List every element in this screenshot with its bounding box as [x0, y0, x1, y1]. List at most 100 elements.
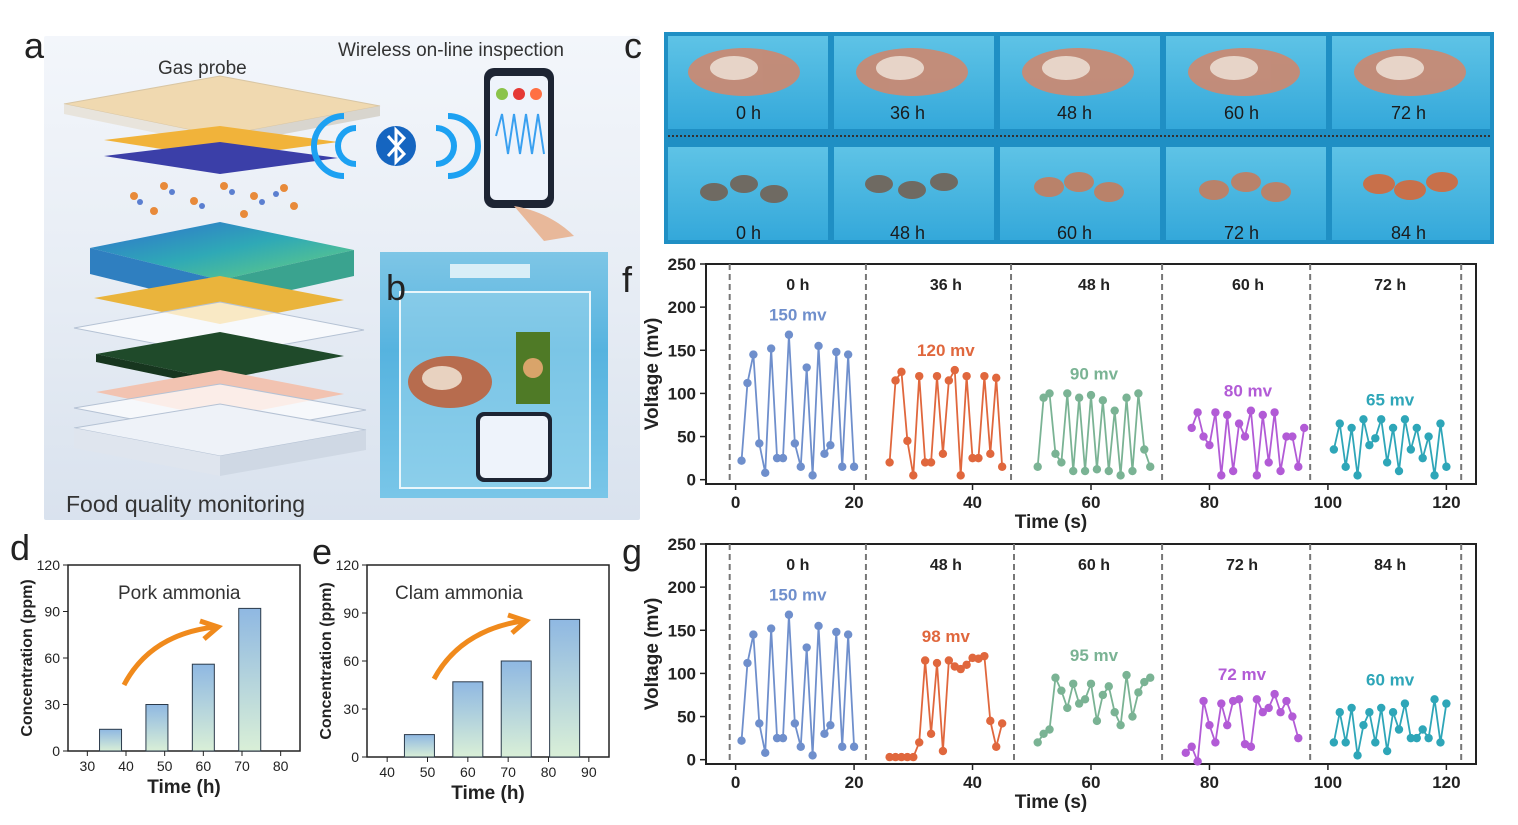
data-point: [1371, 738, 1380, 747]
data-point: [766, 344, 776, 353]
series-line: [1190, 409, 1306, 476]
data-point: [974, 453, 983, 463]
data-point: [1140, 445, 1149, 454]
clam-photo-60h: [1000, 147, 1160, 240]
y-tick-label: 60: [44, 650, 60, 666]
y-tick-label: 120: [336, 557, 360, 573]
data-point: [956, 471, 965, 480]
bar: [500, 660, 532, 758]
trend-arrow-head: [507, 612, 531, 635]
panel-letter-f: f: [622, 259, 633, 300]
data-point: [1223, 720, 1232, 730]
data-point: [980, 651, 989, 661]
wireless-inspection-label: Wireless on-line inspection: [338, 40, 564, 61]
food-quality-label: Food quality monitoring: [66, 491, 306, 517]
gas-probe-label: Gas probe: [158, 58, 247, 79]
data-point: [772, 733, 782, 743]
panel-letter-d: d: [10, 527, 31, 568]
data-point: [885, 458, 894, 467]
data-point: [1347, 703, 1356, 713]
x-tick-label: 70: [500, 764, 516, 780]
x-tick-label: 60: [1082, 773, 1101, 792]
data-point: [820, 449, 829, 459]
clam-label-4: 84 h: [1391, 223, 1427, 243]
section-label: 84 h: [1374, 557, 1406, 574]
data-point: [1051, 673, 1060, 682]
section-label: 48 h: [930, 557, 962, 574]
data-point: [1424, 733, 1433, 743]
x-tick-label: 20: [845, 773, 864, 792]
y-tick-label: 0: [687, 471, 696, 490]
chart-title: Pork ammonia: [118, 583, 241, 604]
y-tick-label: 200: [668, 578, 696, 597]
data-point: [1098, 690, 1108, 700]
x-tick-label: 90: [581, 764, 597, 780]
data-point: [1140, 677, 1149, 687]
peak-label: 60 mv: [1366, 670, 1415, 689]
y-tick-label: 250: [668, 255, 696, 274]
data-point: [1057, 458, 1066, 467]
x-tick-label: 60: [196, 758, 212, 774]
data-point: [1418, 453, 1427, 463]
data-point: [743, 658, 752, 668]
data-point: [1353, 751, 1362, 760]
data-point: [1246, 742, 1256, 751]
data-point: [1353, 471, 1362, 480]
section-label: 72 h: [1226, 557, 1258, 574]
x-tick-label: 40: [963, 773, 982, 792]
data-point: [1098, 396, 1108, 405]
data-point: [968, 453, 977, 463]
bar: [99, 728, 123, 752]
data-point: [808, 751, 817, 760]
data-point: [749, 630, 758, 639]
data-point: [1258, 410, 1267, 420]
y-axis-label: Voltage (mv): [642, 598, 663, 711]
y-tick-label: 250: [668, 535, 696, 554]
data-point: [1045, 725, 1054, 734]
y-axis-label: Concentration (ppm): [19, 579, 36, 736]
x-tick-label: 60: [1082, 493, 1101, 512]
y-tick-label: 0: [52, 743, 60, 759]
data-point: [1294, 733, 1303, 743]
data-point: [1039, 393, 1048, 402]
data-point: [814, 621, 823, 631]
data-point: [1211, 738, 1220, 747]
panel-letter-e: e: [312, 531, 333, 572]
data-point: [915, 738, 924, 747]
photo-divider: [668, 135, 1490, 137]
bar: [238, 607, 262, 752]
data-point: [891, 376, 900, 385]
data-point: [737, 736, 746, 745]
panel-c-photos: 0 h 36 h 48 h 60 h 72 h 0 h 48 h 60 h 72…: [664, 32, 1494, 244]
data-point: [944, 376, 954, 385]
clam-photo-72h: [1166, 147, 1326, 240]
data-point: [843, 630, 853, 639]
clam-photo-0h: [668, 147, 828, 240]
panel-b-photo: [380, 252, 608, 498]
data-point: [1442, 699, 1451, 708]
data-point: [891, 752, 900, 762]
data-point: [832, 627, 841, 637]
data-point: [755, 719, 764, 728]
x-tick-label: 0: [731, 773, 740, 792]
data-point: [1335, 419, 1344, 428]
data-point: [1223, 410, 1232, 420]
data-point: [1276, 466, 1285, 476]
data-point: [1270, 689, 1279, 699]
pork-label-2: 48 h: [1057, 103, 1093, 123]
clam-label-1: 48 h: [890, 223, 926, 243]
data-point: [1329, 738, 1339, 747]
y-axis-label: Concentration (ppm): [318, 582, 335, 739]
data-point: [838, 742, 847, 751]
trend-arrow: [121, 624, 215, 687]
data-point: [1063, 703, 1072, 713]
data-point: [1205, 720, 1214, 730]
data-point: [1394, 466, 1404, 476]
data-point: [1199, 432, 1208, 441]
x-tick-label: 40: [118, 758, 134, 774]
peak-label: 80 mv: [1224, 382, 1273, 401]
data-point: [772, 453, 782, 463]
data-point: [796, 462, 805, 471]
y-tick-label: 30: [44, 697, 60, 713]
data-point: [1436, 738, 1445, 747]
